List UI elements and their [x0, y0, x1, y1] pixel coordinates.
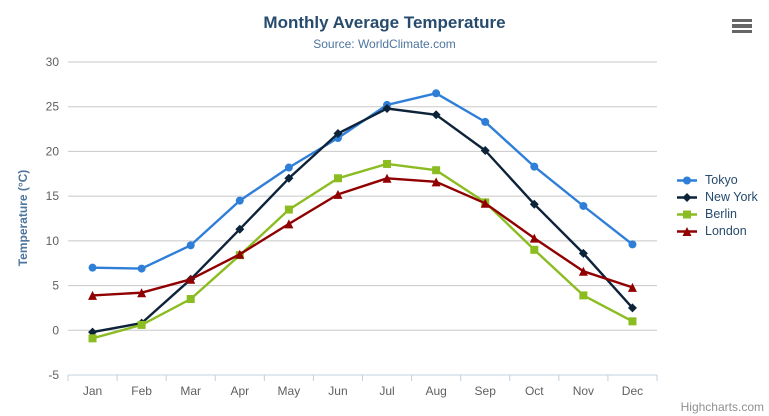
legend: Tokyo New York Berlin London: [676, 172, 758, 240]
chart-subtitle: Source: WorldClimate.com: [313, 37, 456, 51]
series-tokyo-marker[interactable]: [530, 162, 539, 171]
legend-marker-new-york[interactable]: [682, 193, 692, 202]
series-london-marker[interactable]: [88, 290, 98, 300]
series-tokyo-line[interactable]: [91, 92, 634, 270]
x-axis-label: Jun: [328, 384, 347, 398]
legend-marker-tokyo[interactable]: [683, 176, 691, 185]
legend-label-berlin: Berlin: [705, 207, 737, 221]
series-new-york-marker[interactable]: [627, 303, 637, 313]
series-new-york-marker[interactable]: [333, 129, 343, 139]
series-tokyo-marker[interactable]: [284, 163, 293, 172]
series-london-marker[interactable]: [235, 249, 245, 259]
legend-label-london: London: [705, 224, 747, 238]
series-berlin-marker[interactable]: [432, 166, 441, 175]
legend-diamond-icon: [677, 193, 697, 202]
series-tokyo-marker[interactable]: [88, 263, 97, 272]
x-axis-label: Dec: [622, 384, 643, 398]
chart-context-menu-button[interactable]: [730, 16, 754, 36]
legend-marker-london[interactable]: [682, 227, 692, 236]
series-berlin-marker[interactable]: [88, 334, 97, 343]
legend-circle-icon: [677, 176, 697, 185]
series-london-marker[interactable]: [284, 219, 294, 229]
x-axis-label: Feb: [131, 384, 152, 398]
y-axis-label: 30: [46, 55, 60, 69]
series-tokyo-marker[interactable]: [137, 264, 146, 273]
y-axis-label: -5: [48, 368, 59, 382]
y-axis-label: 10: [46, 234, 60, 248]
legend-item-berlin[interactable]: Berlin: [676, 206, 758, 223]
series-new-york-marker[interactable]: [88, 327, 98, 337]
series-new-york-marker[interactable]: [431, 110, 441, 120]
series-berlin-line[interactable]: [91, 162, 634, 340]
series-new-york-marker[interactable]: [578, 248, 588, 258]
series-tokyo-marker[interactable]: [432, 89, 441, 98]
y-axis-label: 25: [46, 100, 60, 114]
x-axis-label: Sep: [475, 384, 497, 398]
series-berlin-marker[interactable]: [383, 159, 392, 168]
chart-title: Monthly Average Temperature: [263, 13, 506, 32]
y-axis-title: Temperature (°C): [16, 169, 30, 267]
series-london-marker[interactable]: [186, 274, 196, 284]
y-axis-label: 0: [52, 323, 59, 337]
highcharts-credits-link[interactable]: Highcharts.com: [680, 400, 764, 414]
legend-label-new-york: New York: [705, 190, 758, 204]
series-london-marker[interactable]: [137, 288, 147, 298]
x-axis-label: May: [278, 384, 301, 398]
x-axis-label: Mar: [180, 384, 201, 398]
y-axis-label: 5: [52, 279, 59, 293]
series-london-marker[interactable]: [627, 282, 637, 292]
y-axis-label: 15: [46, 189, 60, 203]
series-new-york-marker[interactable]: [382, 104, 392, 114]
series-berlin-marker[interactable]: [579, 291, 588, 300]
legend-square-icon: [677, 210, 697, 219]
series-tokyo-marker[interactable]: [628, 240, 637, 249]
series-new-york-marker[interactable]: [284, 173, 294, 183]
legend-marker-berlin[interactable]: [683, 210, 691, 219]
series-tokyo-marker[interactable]: [186, 241, 195, 250]
legend-item-tokyo[interactable]: Tokyo: [676, 172, 758, 189]
x-axis-label: Apr: [230, 384, 249, 398]
series-new-york-marker[interactable]: [529, 199, 539, 209]
series-new-york-marker[interactable]: [235, 224, 245, 234]
series-london-marker[interactable]: [382, 173, 392, 183]
x-axis-label: Aug: [425, 384, 446, 398]
x-axis-label: Jul: [379, 384, 394, 398]
legend-triangle-icon: [677, 227, 697, 236]
series-london-marker[interactable]: [333, 189, 343, 199]
series-new-york-marker[interactable]: [480, 146, 490, 156]
legend-label-tokyo: Tokyo: [705, 173, 738, 187]
legend-item-new-york[interactable]: New York: [676, 189, 758, 206]
series-berlin-marker[interactable]: [186, 294, 195, 303]
series-new-york-line[interactable]: [91, 107, 634, 334]
series-london-marker[interactable]: [431, 177, 441, 187]
series-berlin-marker[interactable]: [628, 317, 637, 326]
y-axis-label: 20: [46, 144, 60, 158]
series-tokyo-marker[interactable]: [235, 196, 244, 205]
hamburger-icon: [732, 18, 752, 34]
series-berlin-marker[interactable]: [284, 205, 293, 214]
series-berlin-marker[interactable]: [333, 174, 342, 183]
series-tokyo-marker[interactable]: [579, 201, 588, 210]
series-tokyo-marker[interactable]: [481, 117, 490, 126]
x-axis-label: Jan: [83, 384, 102, 398]
series-berlin-marker[interactable]: [530, 245, 539, 254]
x-axis-label: Oct: [525, 384, 544, 398]
series-berlin-marker[interactable]: [137, 320, 146, 329]
series-london-marker[interactable]: [529, 233, 539, 243]
legend-item-london[interactable]: London: [676, 223, 758, 240]
series-london-marker[interactable]: [480, 198, 490, 208]
series-london-marker[interactable]: [578, 266, 588, 276]
x-axis-label: Nov: [573, 384, 594, 398]
series-london-line[interactable]: [91, 177, 634, 297]
